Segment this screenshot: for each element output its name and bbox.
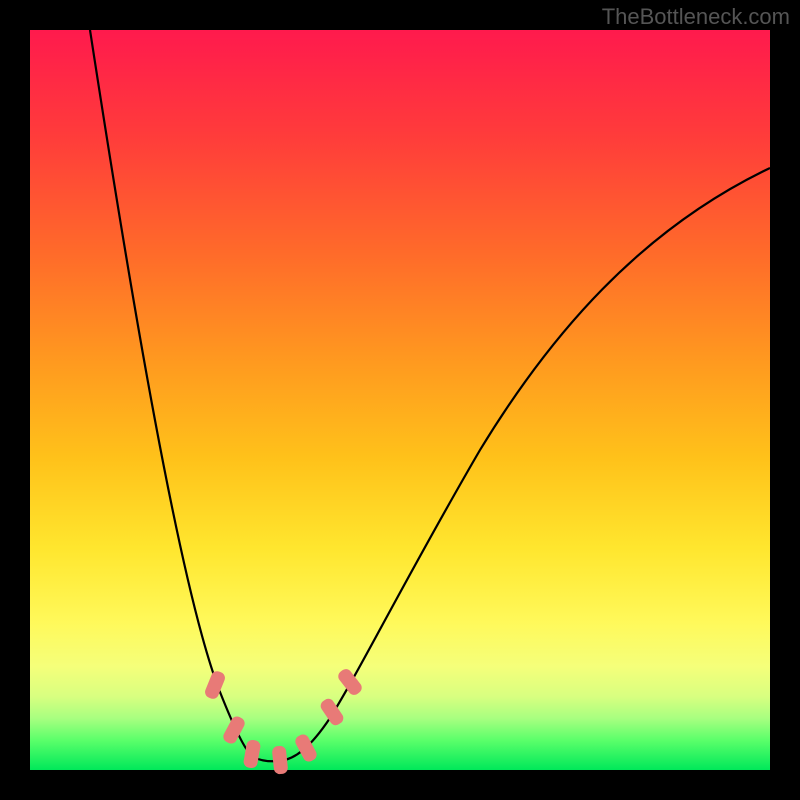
curve-marker: [272, 745, 289, 774]
watermark-text: TheBottleneck.com: [602, 4, 790, 30]
chart-plot-area: [30, 30, 770, 770]
bottleneck-curve: [30, 30, 770, 770]
